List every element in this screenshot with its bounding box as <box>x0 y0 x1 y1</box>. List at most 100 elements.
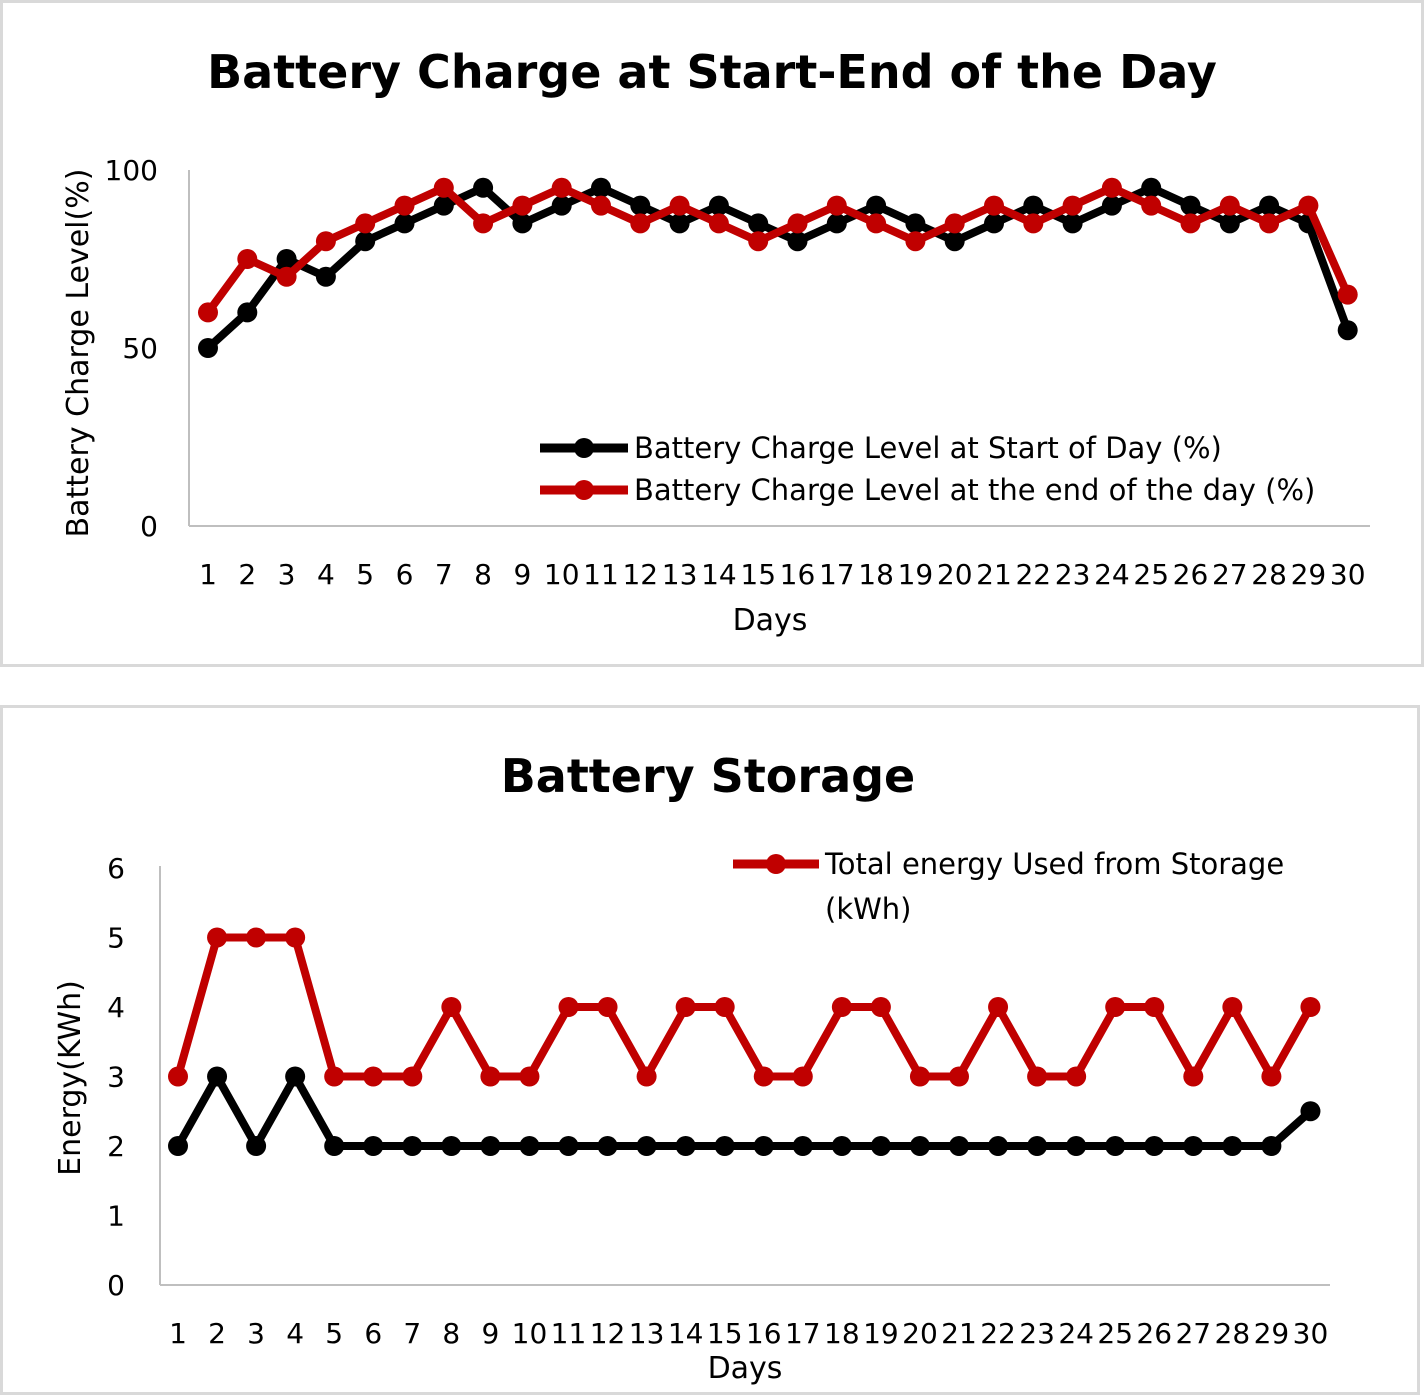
data-point <box>1066 1136 1087 1156</box>
legend: Total energy Used from Storage (kWh) <box>733 847 1284 926</box>
data-point <box>402 1066 423 1087</box>
x-tick-label: 6 <box>396 558 414 591</box>
data-point <box>1261 1136 1282 1156</box>
data-point <box>363 1066 384 1087</box>
data-point <box>355 231 376 252</box>
data-point <box>394 195 415 216</box>
x-tick-label: 8 <box>474 558 492 591</box>
y-axis-label: Energy(KWh) <box>53 980 88 1176</box>
x-tick-label: 9 <box>513 558 531 591</box>
chart-title: Battery Charge at Start-End of the Day <box>207 45 1217 99</box>
data-point <box>988 997 1009 1017</box>
data-point <box>630 195 651 216</box>
legend-marker-end <box>574 480 594 500</box>
y-tick-label: 6 <box>107 852 125 885</box>
data-point <box>708 195 729 216</box>
data-point <box>591 195 611 216</box>
data-point <box>1105 1136 1126 1156</box>
data-point <box>433 195 454 216</box>
chart-title: Battery Storage <box>501 749 916 803</box>
data-point <box>246 927 267 948</box>
x-tick-label: 28 <box>1215 1317 1251 1350</box>
data-point <box>246 1136 267 1156</box>
x-tick-label: 17 <box>819 558 855 591</box>
data-point <box>285 1066 306 1087</box>
data-point <box>787 231 808 252</box>
data-point <box>1222 1136 1243 1156</box>
x-tick-label: 7 <box>435 558 453 591</box>
x-tick-label: 25 <box>1133 558 1169 591</box>
x-tick-label: 5 <box>325 1317 343 1350</box>
x-tick-label: 9 <box>481 1317 499 1350</box>
data-point <box>558 997 579 1017</box>
data-point <box>168 1066 188 1087</box>
x-tick-label: 13 <box>629 1317 665 1350</box>
data-point <box>315 266 336 287</box>
x-tick-label: 4 <box>317 558 335 591</box>
y-tick-label: 4 <box>107 991 125 1024</box>
x-tick-label: 7 <box>403 1317 421 1350</box>
x-axis-label: Days <box>733 603 808 638</box>
x-tick-label: 29 <box>1254 1317 1290 1350</box>
data-point <box>363 1136 384 1156</box>
x-tick-label: 15 <box>740 558 776 591</box>
x-tick-label: 3 <box>247 1317 265 1350</box>
data-point <box>1144 997 1165 1017</box>
legend-marker-energy <box>766 854 786 874</box>
legend-marker-start <box>574 438 594 458</box>
data-point <box>519 1136 540 1156</box>
x-tick-label: 24 <box>1094 558 1130 591</box>
data-point <box>636 1136 657 1156</box>
data-point <box>944 213 965 234</box>
data-point <box>1141 177 1162 198</box>
data-point <box>1027 1136 1048 1156</box>
data-point <box>1141 195 1162 216</box>
x-tick-label: 18 <box>858 558 894 591</box>
data-point <box>591 177 611 198</box>
data-point <box>944 231 965 252</box>
x-tick-label: 21 <box>976 558 1012 591</box>
data-point <box>394 213 415 234</box>
data-point <box>237 249 258 269</box>
data-point <box>480 1136 501 1156</box>
series-1 <box>168 927 1321 1087</box>
data-point <box>748 231 769 252</box>
data-point <box>1062 213 1083 234</box>
data-point <box>512 213 533 234</box>
y-tick-label: 2 <box>107 1130 125 1163</box>
x-tick-label: 29 <box>1291 558 1327 591</box>
data-point <box>866 213 887 234</box>
x-tick-label: 26 <box>1136 1317 1172 1350</box>
data-point <box>1144 1136 1165 1156</box>
data-point <box>1259 195 1280 216</box>
x-tick-label: 23 <box>1019 1317 1055 1350</box>
y-tick-label: 5 <box>107 922 125 955</box>
x-tick-label: 30 <box>1293 1317 1329 1350</box>
data-point <box>1027 1066 1048 1087</box>
series-line <box>174 933 1314 1081</box>
data-point <box>324 1136 345 1156</box>
data-point <box>198 302 218 323</box>
data-point <box>636 1066 657 1087</box>
x-tick-label: 11 <box>551 1317 587 1350</box>
x-tick-label: 8 <box>442 1317 460 1350</box>
data-point <box>512 195 533 216</box>
data-point <box>473 177 494 198</box>
data-point <box>315 231 336 252</box>
data-point <box>1337 320 1358 341</box>
data-point <box>949 1136 969 1156</box>
battery-charge-chart: Battery Charge at Start-End of the Day B… <box>61 45 1370 638</box>
x-tick-label: 6 <box>364 1317 382 1350</box>
data-point <box>558 1136 579 1156</box>
legend-label-energy-line1: Total energy Used from Storage <box>824 847 1284 881</box>
series-2 <box>198 177 1358 323</box>
data-point <box>473 213 494 234</box>
data-point <box>355 213 376 234</box>
x-tick-label: 27 <box>1175 1317 1211 1350</box>
x-tick-label: 19 <box>863 1317 899 1350</box>
x-tick-label: 16 <box>746 1317 782 1350</box>
data-point <box>787 213 808 234</box>
data-point <box>324 1066 345 1087</box>
chart-panel-battery-storage <box>0 705 1420 1395</box>
legend-label-energy-line2: (kWh) <box>825 892 911 926</box>
